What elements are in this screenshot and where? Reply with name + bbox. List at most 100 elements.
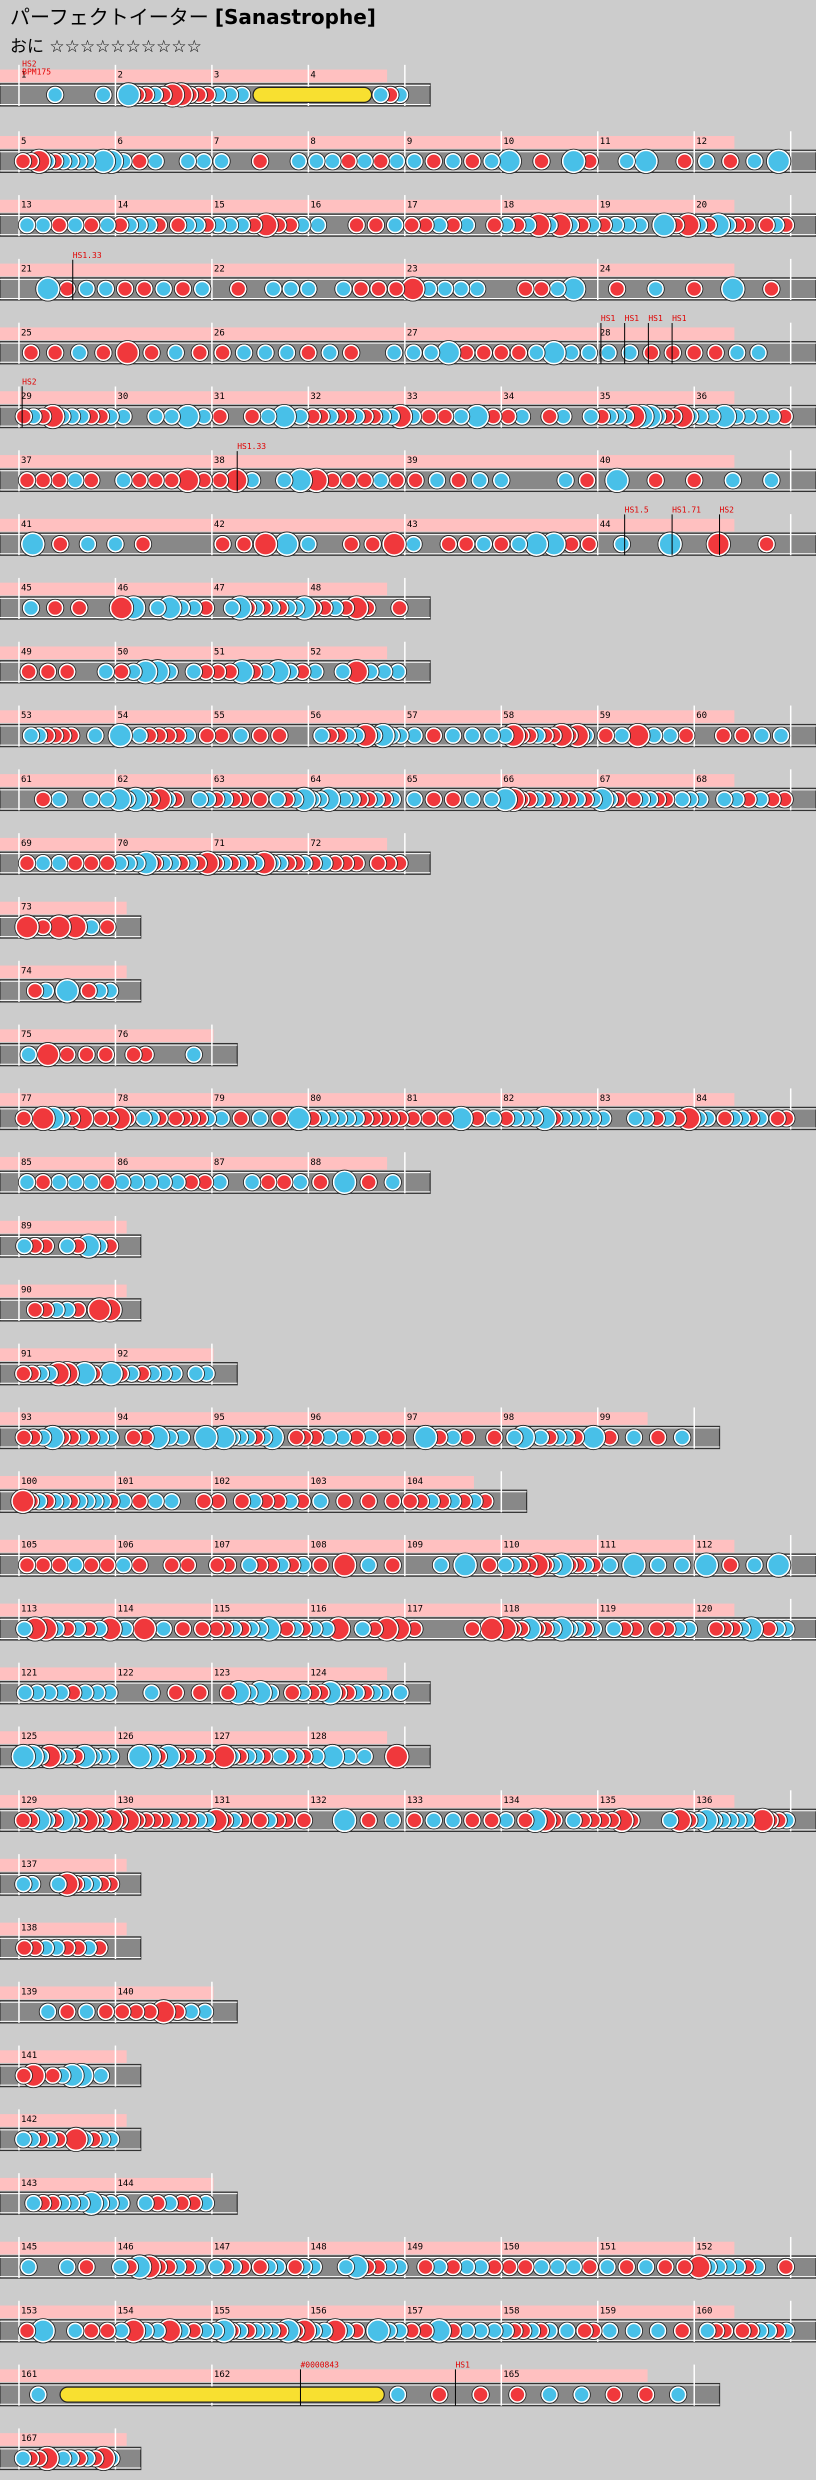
big-note: [109, 596, 134, 620]
measure-number: 142: [21, 2115, 37, 2125]
note: [580, 535, 598, 553]
measure-number: 77: [21, 1094, 32, 1104]
measure-number: 98: [503, 1413, 514, 1423]
note: [372, 472, 390, 489]
note: [295, 1812, 313, 1829]
note-outline: [333, 662, 352, 681]
note: [360, 1556, 377, 1574]
note-outline: [173, 1619, 193, 1639]
measure-number: 88: [310, 1158, 321, 1168]
note-outline: [14, 914, 40, 940]
note-outline: [133, 535, 153, 554]
title: パーフェクトイーター: [10, 5, 209, 29]
note: [422, 344, 440, 362]
measure-number: 157: [407, 2306, 423, 2316]
measure-number: 31: [214, 392, 225, 402]
measure-number: 21: [21, 265, 32, 275]
note: [486, 1429, 503, 1446]
measure-number: 82: [503, 1094, 514, 1104]
note: [541, 408, 558, 425]
note-outline: [283, 1683, 302, 1702]
note: [15, 2131, 32, 2148]
note: [734, 2322, 751, 2340]
measure-band: [0, 774, 735, 787]
measure-band: [0, 710, 735, 723]
big-note: [542, 340, 566, 365]
big-note: [31, 1106, 55, 1131]
annotation: BPM175: [22, 67, 51, 76]
measure-number: 51: [214, 647, 225, 657]
note-outline: [705, 531, 731, 557]
note: [452, 280, 470, 298]
note-outline: [359, 1811, 378, 1830]
note: [134, 535, 152, 553]
note: [661, 727, 679, 744]
measure-number: 95: [214, 1413, 225, 1423]
note-outline: [452, 1552, 478, 1578]
note: [600, 344, 617, 362]
note: [92, 2067, 110, 2084]
note-outline: [596, 726, 615, 745]
note: [716, 791, 733, 808]
row: 77 78 79 80 81 82 83 84: [0, 1088, 816, 1132]
note: [259, 1173, 277, 1191]
note-outline: [604, 467, 630, 493]
measure-number: 133: [407, 1796, 423, 1806]
measure-number: 96: [310, 1413, 321, 1423]
note-outline: [776, 2257, 795, 2277]
big-note: [194, 1425, 218, 1450]
note: [99, 791, 116, 808]
note-outline: [178, 152, 197, 171]
measure-number: 52: [310, 647, 321, 657]
measure-number: 90: [21, 1285, 32, 1295]
note-outline: [21, 343, 41, 362]
note: [677, 727, 695, 744]
note-outline: [693, 1552, 719, 1578]
measure-number: 165: [503, 2370, 519, 2380]
note-outline: [311, 1173, 330, 1192]
big-note: [99, 1361, 123, 1386]
note: [95, 86, 112, 104]
note: [342, 344, 360, 362]
note: [697, 153, 715, 170]
note: [673, 1429, 691, 1446]
note: [336, 1492, 353, 1510]
note-outline: [14, 407, 33, 426]
note: [753, 727, 771, 744]
big-note: [524, 532, 549, 556]
note: [18, 216, 36, 234]
note: [114, 1173, 131, 1191]
note-outline: [311, 1492, 330, 1511]
note-outline: [540, 2385, 559, 2404]
note: [163, 408, 181, 425]
annotation: HS1.71: [672, 505, 701, 514]
note: [264, 280, 282, 298]
note-outline: [463, 726, 482, 745]
note-outline: [404, 343, 423, 362]
row: 105 106 107 108 109 110 111 112: [0, 1535, 816, 1578]
note: [78, 280, 95, 298]
big-note: [332, 1170, 357, 1195]
measure-band: [0, 1922, 127, 1936]
note: [29, 2386, 47, 2403]
note: [388, 153, 406, 170]
note-outline: [166, 1683, 185, 1702]
measure-band: [0, 965, 127, 979]
note: [312, 1173, 329, 1191]
note-outline: [449, 471, 468, 490]
note: [428, 472, 446, 489]
note-outline: [169, 216, 188, 235]
row: 41 42 43 44 HS1.5 HS1.71 HS2: [0, 505, 816, 557]
note: [39, 2003, 57, 2021]
measure-number: 120: [696, 1605, 712, 1615]
note: [506, 1429, 523, 1446]
note-outline: [17, 854, 37, 873]
note-outline: [124, 1428, 143, 1447]
measure-number: 17: [407, 201, 418, 211]
measure-band: [0, 199, 735, 213]
note: [22, 344, 40, 362]
measure-number: 11: [600, 137, 611, 147]
measure-number: 124: [310, 1668, 326, 1678]
measure-number: 89: [21, 1222, 32, 1232]
note: [167, 1684, 185, 1702]
